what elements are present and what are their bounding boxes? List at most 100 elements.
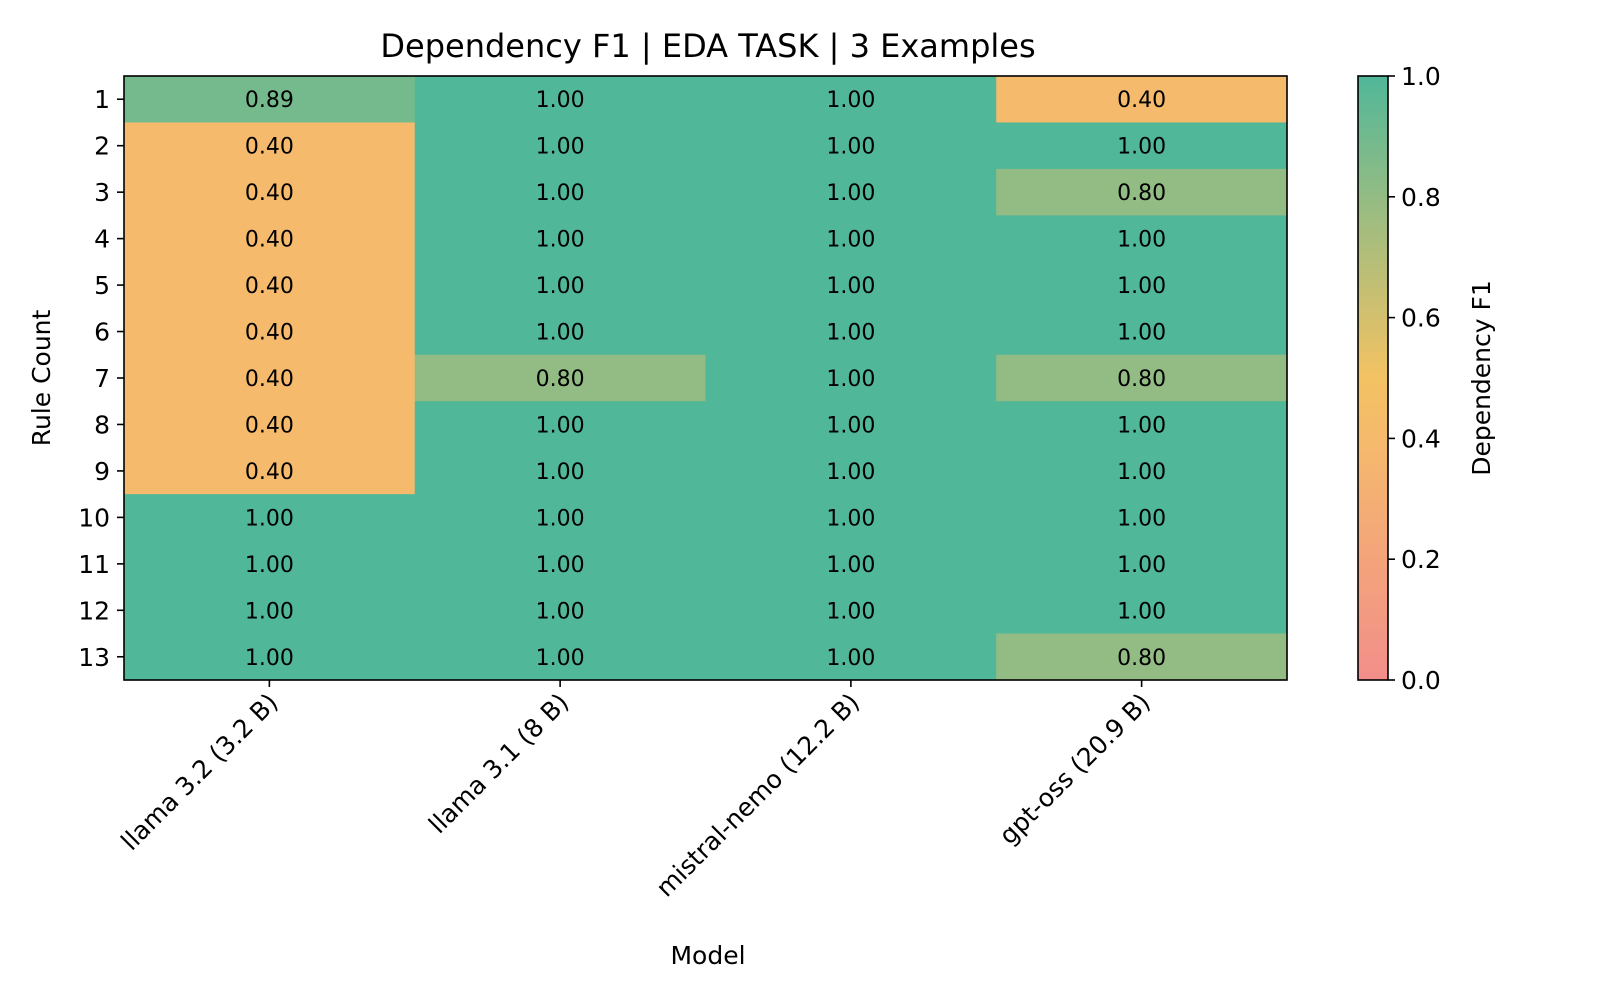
- heatmap-cell: [996, 540, 1288, 588]
- heatmap-cell: [124, 587, 416, 635]
- y-tick-label: 4: [94, 225, 110, 254]
- heatmap-cell: [124, 540, 416, 588]
- cell-value-label: 1.00: [826, 367, 875, 392]
- heatmap-cell: [124, 308, 416, 356]
- heatmap-cell-labels: 0.89 1.00 1.00 0.40 0.40 1.00 1.00 1.00 0.40 1.00…: [245, 88, 1166, 671]
- cell-value-label: 1.00: [826, 646, 875, 671]
- heatmap-cell: [414, 168, 707, 216]
- heatmap-cell: [414, 122, 707, 170]
- cell-value-label: 0.40: [245, 460, 294, 485]
- y-tick-label: 2: [94, 132, 110, 161]
- cell-value-label: 1.00: [1117, 553, 1166, 578]
- cell-value-label: 1.00: [536, 181, 585, 206]
- cell-value-label: 1.00: [536, 506, 585, 531]
- colorbar-tick-label: 0.2: [1401, 545, 1441, 574]
- heatmap-cell: [414, 540, 707, 588]
- cell-value-label: 1.00: [1117, 135, 1166, 160]
- heatmap-cell: [124, 401, 416, 449]
- heatmap-cell: [996, 401, 1288, 449]
- heatmap-cells: [124, 76, 1288, 681]
- heatmap-cell: [705, 401, 997, 449]
- heatmap-cell: [124, 447, 416, 495]
- y-axis-label: Rule Count: [27, 309, 56, 446]
- cell-value-label: 1.00: [1117, 274, 1166, 299]
- cell-value-label: 1.00: [245, 553, 294, 578]
- cell-value-label: 1.00: [826, 181, 875, 206]
- y-tick-label: 13: [78, 643, 110, 672]
- heatmap-cell: [705, 494, 997, 542]
- heatmap-cell: [996, 308, 1288, 356]
- y-tick-label: 3: [94, 178, 110, 207]
- cell-value-label: 0.40: [245, 228, 294, 253]
- colorbar-gradient: [1357, 75, 1389, 681]
- heatmap-cell: [414, 447, 707, 495]
- heatmap-cell: [705, 354, 997, 402]
- cell-value-label: 1.00: [1117, 321, 1166, 346]
- heatmap-cell: [705, 76, 997, 124]
- cell-value-label: 0.40: [1117, 88, 1166, 113]
- heatmap-cell: [124, 633, 416, 681]
- x-tick-label: llama 3.1 (8 B): [423, 688, 574, 839]
- y-tick-label: 10: [78, 503, 110, 532]
- y-tick-label: 7: [94, 364, 110, 393]
- cell-value-label: 0.40: [245, 274, 294, 299]
- heatmap-cell: [705, 308, 997, 356]
- y-tick-label: 11: [78, 550, 110, 579]
- x-axis-label: Model: [670, 941, 745, 970]
- cell-value-label: 0.40: [245, 135, 294, 160]
- cell-value-label: 1.00: [826, 506, 875, 531]
- cell-value-label: 1.00: [536, 599, 585, 624]
- heatmap-cell: [414, 76, 707, 124]
- cell-value-label: 1.00: [536, 413, 585, 438]
- x-tick-label: llama 3.2 (3.2 B): [115, 688, 283, 856]
- cell-value-label: 1.00: [536, 274, 585, 299]
- colorbar: 0.0 0.2 0.4 0.6 0.8 1.0: [1357, 62, 1441, 695]
- cell-value-label: 1.00: [245, 599, 294, 624]
- cell-value-label: 1.00: [826, 274, 875, 299]
- heatmap-cell: [414, 308, 707, 356]
- y-tick-label: 9: [94, 457, 110, 486]
- cell-value-label: 0.80: [1117, 646, 1166, 671]
- heatmap-cell: [996, 261, 1288, 309]
- y-tick-label: 8: [94, 410, 110, 439]
- cell-value-label: 0.40: [245, 367, 294, 392]
- heatmap-cell: [414, 587, 707, 635]
- cell-value-label: 1.00: [245, 506, 294, 531]
- heatmap-cell: [996, 633, 1288, 681]
- heatmap-cell: [124, 215, 416, 263]
- cell-value-label: 1.00: [826, 460, 875, 485]
- cell-value-label: 1.00: [536, 646, 585, 671]
- y-tick-label: 6: [94, 318, 110, 347]
- heatmap-cell: [124, 354, 416, 402]
- heatmap-cell: [124, 76, 416, 124]
- heatmap-cell: [414, 215, 707, 263]
- cell-value-label: 0.80: [1117, 181, 1166, 206]
- cell-value-label: 1.00: [826, 228, 875, 253]
- cell-value-label: 1.00: [1117, 413, 1166, 438]
- heatmap-cell: [996, 122, 1288, 170]
- colorbar-tick-label: 0.8: [1401, 183, 1441, 212]
- cell-value-label: 1.00: [536, 135, 585, 160]
- heatmap-cell: [705, 447, 997, 495]
- heatmap-cell: [414, 494, 707, 542]
- plot-frame: [123, 75, 1288, 681]
- cell-value-label: 1.00: [826, 553, 875, 578]
- heatmap-cell: [414, 633, 707, 681]
- cell-value-label: 1.00: [1117, 228, 1166, 253]
- y-tick-label: 5: [94, 271, 110, 300]
- cell-value-label: 1.00: [1117, 599, 1166, 624]
- cell-value-label: 1.00: [536, 88, 585, 113]
- heatmap-cell: [996, 168, 1288, 216]
- cell-value-label: 1.00: [536, 460, 585, 485]
- chart-title: Dependency F1 | EDA TASK | 3 Examples: [380, 27, 1035, 65]
- heatmap-cell: [705, 633, 997, 681]
- heatmap-cell: [414, 354, 707, 402]
- cell-value-label: 1.00: [536, 228, 585, 253]
- cell-value-label: 0.80: [536, 367, 585, 392]
- colorbar-tick-label: 0.6: [1401, 304, 1441, 333]
- heatmap-cell: [705, 540, 997, 588]
- heatmap-cell: [414, 401, 707, 449]
- cell-value-label: 1.00: [245, 646, 294, 671]
- x-axis-ticks: llama 3.2 (3.2 B) llama 3.1 (8 B) mistral-…: [115, 680, 1156, 903]
